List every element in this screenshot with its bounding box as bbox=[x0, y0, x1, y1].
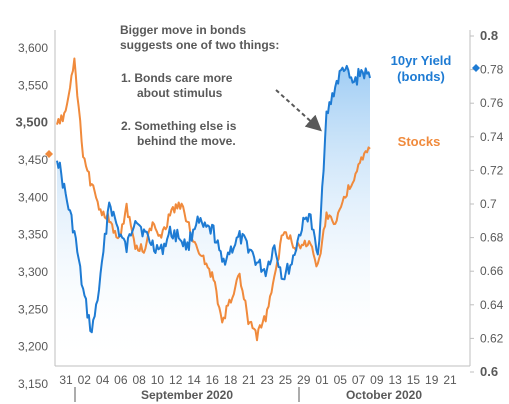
x-tick-label: 15 bbox=[407, 373, 421, 387]
yield-series-label: 10yr Yield bbox=[391, 53, 452, 68]
stocks-axis-marker bbox=[45, 150, 53, 158]
month-labels: September 2020 October 2020 bbox=[74, 387, 422, 402]
right-tick-label: 0.72 bbox=[480, 163, 504, 177]
right-tick-label: 0.64 bbox=[480, 298, 504, 312]
right-tick-label: 0.68 bbox=[480, 231, 504, 245]
x-tick-label: 10 bbox=[151, 373, 165, 387]
right-tick-label: 0.6 bbox=[480, 364, 498, 379]
annotation-line: suggests one of two things: bbox=[120, 38, 279, 52]
x-tick-label: 02 bbox=[78, 373, 92, 387]
x-tick-label: 12 bbox=[169, 373, 183, 387]
stocks-series-label: Stocks bbox=[398, 134, 441, 149]
x-axis-ticks: 31 02 04 06 08 10 12 14 16 18 21 23 25 29 01 05 07 09 13 15… bbox=[59, 373, 457, 387]
annotation-line: behind the move. bbox=[137, 134, 236, 148]
left-tick-label: 3,400 bbox=[18, 190, 48, 204]
left-tick-label: 3,450 bbox=[18, 153, 48, 167]
right-axis-ticks: 0.6 0.62 0.64 0.66 0.68 0.7 0.72 0.74 0.76 0.78 0.… bbox=[470, 28, 504, 379]
x-tick-label: 29 bbox=[297, 373, 311, 387]
right-tick-label: 0.78 bbox=[480, 63, 504, 77]
right-tick-label: 0.76 bbox=[480, 96, 504, 110]
bond-series-line bbox=[56, 64, 371, 334]
x-tick-label: 13 bbox=[388, 373, 402, 387]
annotation-line: 2. Something else is bbox=[121, 119, 237, 133]
annotation-arrow bbox=[275, 89, 322, 132]
stock-series-line bbox=[56, 57, 371, 342]
x-tick-label: 08 bbox=[132, 373, 146, 387]
x-tick-label: 16 bbox=[206, 373, 220, 387]
yield-series-label: (bonds) bbox=[397, 69, 445, 84]
x-tick-label: 25 bbox=[279, 373, 293, 387]
left-tick-label: 3,150 bbox=[18, 377, 48, 391]
left-tick-label: 3,300 bbox=[18, 265, 48, 279]
x-tick-label: 09 bbox=[370, 373, 384, 387]
x-tick-label: 01 bbox=[315, 373, 329, 387]
series-labels: 10yr Yield (bonds) Stocks bbox=[391, 53, 452, 149]
x-tick-label: 04 bbox=[96, 373, 110, 387]
left-tick-label: 3,250 bbox=[18, 302, 48, 316]
left-tick-label: 3,600 bbox=[18, 41, 48, 55]
left-tick-label: 3,200 bbox=[18, 340, 48, 354]
right-tick-label: 0.7 bbox=[480, 197, 497, 211]
right-tick-label: 0.74 bbox=[480, 130, 504, 144]
bond-series-area bbox=[57, 65, 370, 367]
left-tick-label: 3,500 bbox=[15, 115, 48, 130]
right-tick-label: 0.62 bbox=[480, 331, 504, 345]
series-end-markers bbox=[45, 64, 480, 158]
right-tick-label: 0.8 bbox=[480, 28, 498, 43]
x-tick-label: 18 bbox=[224, 373, 238, 387]
x-tick-label: 06 bbox=[114, 373, 128, 387]
x-tick-label: 23 bbox=[260, 373, 274, 387]
yield-axis-marker bbox=[472, 64, 480, 72]
annotation-line: Bigger move in bonds bbox=[120, 23, 246, 37]
left-axis-ticks: 3,150 3,200 3,250 3,300 3,350 3,400 3,450 3,500… bbox=[15, 41, 48, 391]
x-tick-label: 05 bbox=[334, 373, 348, 387]
x-tick-label: 14 bbox=[187, 373, 201, 387]
left-tick-label: 3,550 bbox=[18, 78, 48, 92]
x-tick-label: 07 bbox=[352, 373, 366, 387]
annotation: Bigger move in bonds suggests one of two… bbox=[120, 23, 322, 148]
month-label-september: September 2020 bbox=[141, 388, 233, 402]
x-tick-label: 21 bbox=[443, 373, 457, 387]
right-tick-label: 0.66 bbox=[480, 264, 504, 278]
month-label-october: October 2020 bbox=[346, 388, 422, 402]
x-tick-label: 31 bbox=[59, 373, 73, 387]
left-tick-label: 3,350 bbox=[18, 228, 48, 242]
annotation-line: 1. Bonds care more bbox=[121, 71, 233, 85]
x-tick-label: 21 bbox=[242, 373, 256, 387]
x-tick-label: 19 bbox=[425, 373, 439, 387]
annotation-line: about stimulus bbox=[137, 86, 223, 100]
